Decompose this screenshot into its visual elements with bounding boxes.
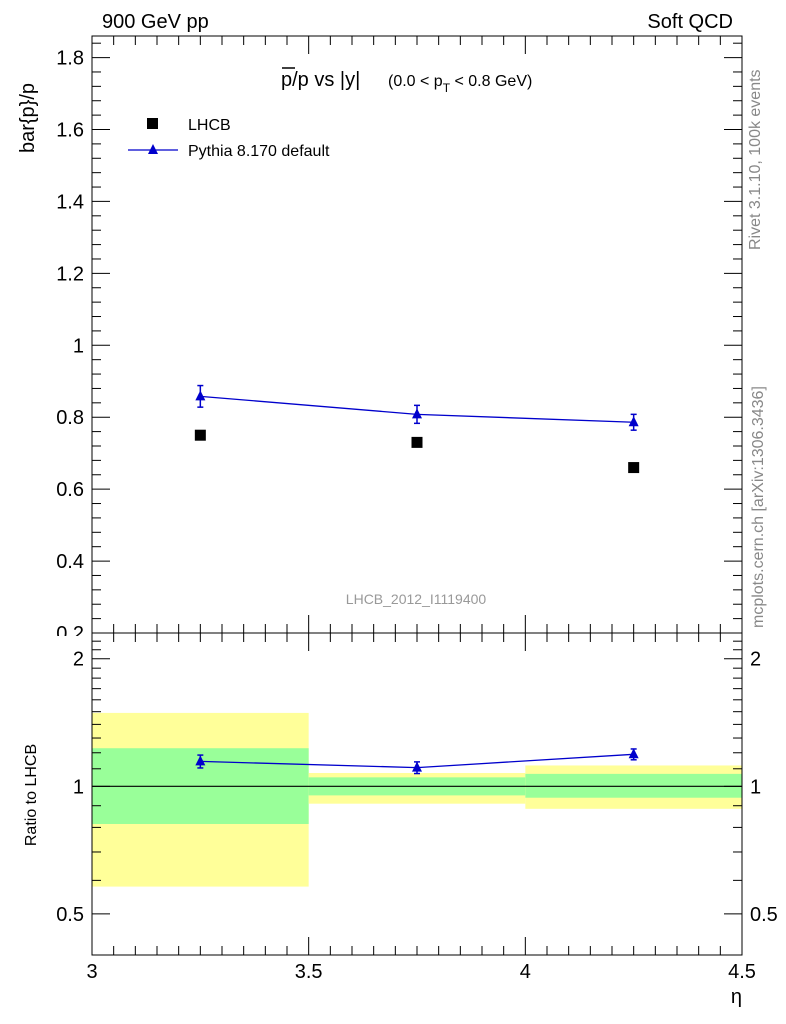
pythia-data-point bbox=[195, 390, 206, 401]
legend: LHCB Pythia 8.170 default bbox=[128, 117, 330, 160]
ratio-y-tick-label-right: 1 bbox=[750, 776, 761, 798]
ratio-y-tick-label-right: 2 bbox=[750, 649, 761, 671]
legend-pythia-marker bbox=[148, 144, 158, 154]
lhcb-data-point bbox=[628, 462, 640, 474]
main-y-tick-label: 1 bbox=[73, 335, 84, 357]
x-tick-label: 3.5 bbox=[295, 961, 323, 983]
ratio-series-layer bbox=[195, 748, 639, 775]
pythia-data-point bbox=[412, 408, 422, 419]
mcplots-label: mcplots.cern.ch [arXiv:1306.3436] bbox=[750, 386, 767, 628]
title-cut-text: (0.0 < p bbox=[388, 73, 443, 90]
pythia-data-point bbox=[628, 416, 639, 427]
ratio-uncertainty-bands bbox=[92, 712, 742, 887]
category-label: Soft QCD bbox=[647, 11, 733, 33]
main-y-tick-label: 0.6 bbox=[56, 479, 84, 501]
ratio-pythia-data-point bbox=[195, 755, 206, 766]
energy-label: 900 GeV pp bbox=[102, 11, 209, 33]
lhcb-data-point bbox=[194, 429, 206, 441]
x-tick-label: 4 bbox=[520, 961, 531, 983]
main-y-tick-label: 1.4 bbox=[56, 191, 84, 213]
main-y-tick-label: 1.6 bbox=[56, 120, 84, 142]
main-y-tick-label: 1.8 bbox=[56, 48, 84, 70]
legend-lhcb-label: LHCB bbox=[188, 117, 231, 134]
x-tick-label: 3 bbox=[86, 961, 97, 983]
main-y-tick-label: 0.4 bbox=[56, 551, 84, 573]
title-main: p/p vs |y| bbox=[281, 69, 360, 91]
title-cut-end: < 0.8 GeV) bbox=[450, 73, 532, 90]
analysis-label: LHCB_2012_I1119400 bbox=[346, 591, 487, 607]
main-y-tick-label: 0.8 bbox=[56, 407, 84, 429]
ratio-frame bbox=[91, 632, 743, 956]
title-cut: (0.0 < pT < 0.8 GeV) bbox=[388, 73, 532, 95]
ratio-y-tick-label-right: 0.5 bbox=[750, 904, 778, 926]
main-y-axis-label: bar{p}/p bbox=[17, 83, 39, 153]
legend-pythia-label: Pythia 8.170 default bbox=[188, 143, 330, 160]
x-axis-label: η bbox=[731, 986, 742, 1008]
rivet-version-label: Rivet 3.1.10, 100k events bbox=[747, 69, 764, 250]
main-y-tick-label: 0.2 bbox=[56, 623, 84, 645]
main-panel: 0.4 0.6 0.8 1 1.2 1.4 1.6 1.8 0.2 bar{p}/p p/p v… bbox=[17, 35, 743, 645]
x-tick-labels: 3 3.5 4 4.5 bbox=[86, 961, 755, 983]
title-cut-sub: T bbox=[443, 81, 451, 95]
main-series-layer bbox=[194, 384, 640, 474]
ratio-y-tick-labels: 0.5 0.5 1 1 2 2 bbox=[56, 649, 778, 926]
ratio-y-tick-label-left: 2 bbox=[73, 649, 84, 671]
legend-lhcb-marker bbox=[147, 118, 158, 129]
main-axis-ticks bbox=[91, 36, 743, 634]
ratio-y-tick-label-left: 1 bbox=[73, 776, 84, 798]
main-y-tick-labels: 0.4 0.6 0.8 1 1.2 1.4 1.6 1.8 0.2 bbox=[56, 48, 84, 645]
ratio-y-axis-label: Ratio to LHCB bbox=[23, 744, 40, 846]
x-tick-label: 4.5 bbox=[728, 961, 756, 983]
ratio-panel: 0.5 0.5 1 1 2 2 3 3.5 4 4.5 Ratio to LHCB η bbox=[23, 632, 778, 1008]
ratio-y-tick-label-left: 0.5 bbox=[56, 904, 84, 926]
main-y-tick-label: 1.2 bbox=[56, 263, 84, 285]
ratio-axis-ticks bbox=[91, 632, 743, 956]
ratio-pythia-data-point bbox=[412, 761, 422, 772]
ratio-pythia-data-point bbox=[628, 748, 639, 759]
chart-title: p/p vs |y| (0.0 < pT < 0.8 GeV) bbox=[281, 67, 532, 95]
lhcb-data-point bbox=[411, 436, 423, 448]
